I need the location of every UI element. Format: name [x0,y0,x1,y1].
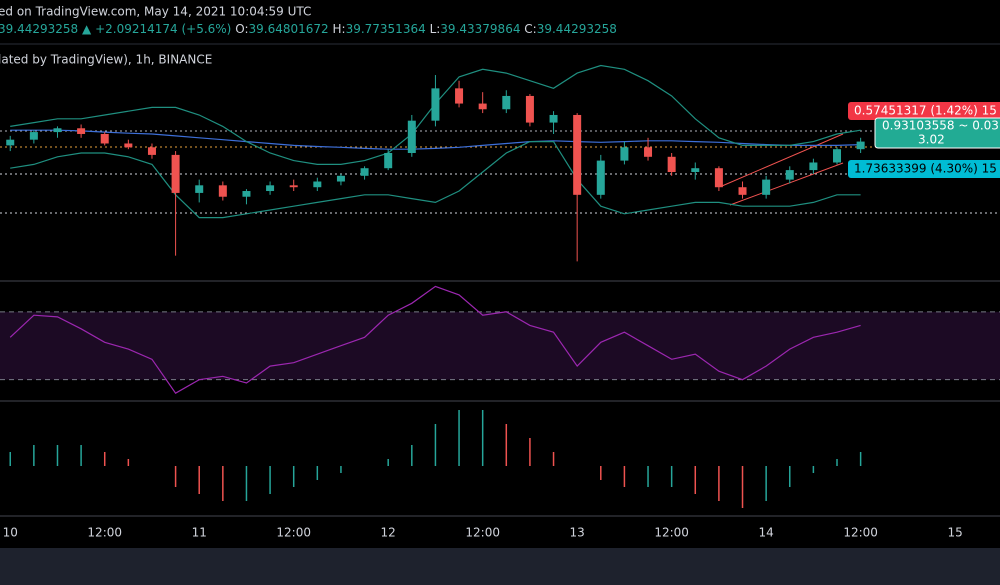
candle-body [785,170,794,180]
candle-body [53,128,62,133]
ohlc-value: 39.43379864 [440,22,520,36]
candle-body [124,143,133,148]
candle-body [242,191,251,197]
candle-body [833,149,842,163]
x-tick-label: 12:00 [87,526,122,540]
x-tick-label: 12 [381,526,396,540]
x-tick-label: 12:00 [843,526,878,540]
candle-body [77,128,86,134]
ohlc-key: C: [524,22,536,36]
candle-body [596,160,605,195]
candle-body [147,147,156,155]
ohlc-key: H: [332,22,345,36]
ohlc-value: 39.64801672 [248,22,328,36]
bottom-bar [0,548,1000,585]
candle-body [856,141,865,150]
ohlc-key: L: [430,22,441,36]
channel [721,133,844,206]
ohlc-key: O: [235,22,248,36]
entry-label: 0.93103558 ~ 0.03 [882,119,999,133]
x-tick-label: 13 [570,526,585,540]
candle-body [714,168,723,188]
candle-body [762,179,771,195]
candle-body [478,103,487,110]
candle-body [525,95,534,123]
candle-body [620,147,629,161]
overlay-line [10,129,861,150]
candle-body [667,156,676,173]
change-arrow: ▲ [82,22,92,36]
candle-body [100,133,109,144]
rsi-line [9,285,861,394]
candle-body [573,114,582,195]
ohlc-line: 39.44293258 ▲ +2.09214174 (+5.6%) O:39.6… [0,22,617,36]
candle-body [195,185,204,193]
candle-body [266,185,275,192]
x-tick-label: 12:00 [276,526,311,540]
candle-body [218,185,227,197]
target-box [848,102,1000,120]
candle-body [384,152,393,169]
position-lines [0,130,1000,214]
entry-box [874,117,1000,149]
candle-body [171,154,180,193]
ohlc-value: 39.77351364 [346,22,426,36]
candle-body [313,181,322,188]
candle-body [289,185,298,188]
candle-body [360,168,369,176]
channel-line [721,133,844,187]
candle-body [29,132,38,140]
x-tick-label: 12:00 [465,526,500,540]
candle-body [738,187,747,195]
candle-body [644,147,653,157]
x-tick-label: 10 [3,526,18,540]
candle-body [336,175,345,182]
candle-body [6,139,15,146]
marks [0,64,1000,508]
stop-box [848,160,1000,178]
candle-body [549,114,558,123]
channel-line [729,162,844,206]
symbol-line: lated by TradingView), 1h, BINANCE [0,53,212,67]
x-tick-label: 12:00 [654,526,689,540]
candle-body [809,162,818,171]
target-label: 0.57451317 (1.42%) 15 [854,104,997,118]
entry-sub: 3.02 [918,133,945,147]
candle-body [502,95,511,110]
rsi-band-fill [0,311,1000,380]
candle-body [455,88,464,104]
change: +2.09214174 (+5.6%) [95,22,231,36]
candle-body [407,120,416,153]
stop-label: 1.73633399 (4.30%) 15 [854,162,997,176]
x-tick-label: 14 [759,526,774,540]
overlay-line [10,141,861,219]
candle-body [691,168,700,173]
x-tick-label: 11 [192,526,207,540]
source-line: ed on TradingView.com, May 14, 2021 10:0… [0,5,311,19]
candle-body [431,88,440,121]
last-price: 39.44293258 [0,22,78,36]
ohlc-value: 39.44293258 [537,22,617,36]
x-tick-label: 15 [947,526,962,540]
